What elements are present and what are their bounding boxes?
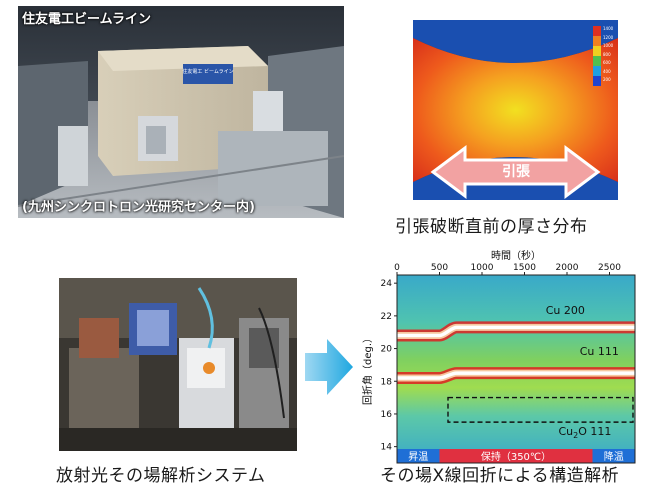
beamline-title: 住友電工ビームライン <box>22 12 151 27</box>
peak-label-cu111: Cu 111 <box>580 345 619 358</box>
legend-tick: 1400 <box>603 26 614 31</box>
peak-line-0 <box>397 325 635 338</box>
phase-bar-2 <box>592 449 635 463</box>
beamline-photo-image: 住友電工 ビームライン <box>18 6 344 218</box>
y-tick-label: 16 <box>381 410 393 420</box>
thickness-legend-ticks: 1400 1200 1000 800 600 400 200 <box>603 25 613 85</box>
chart-frame <box>396 274 636 464</box>
y-tick-label: 20 <box>381 345 393 355</box>
legend-tick: 1000 <box>603 43 614 48</box>
tension-arrow <box>430 145 601 199</box>
x-tick-label: 1500 <box>513 263 536 273</box>
legend-tick: 200 <box>603 77 611 82</box>
peak-line-1 <box>397 371 635 380</box>
diffraction-caption: その場X線回折による構造解析 <box>380 466 620 486</box>
y-axis-title: 回折角（deg.） <box>361 333 374 405</box>
phase-bar-1 <box>439 449 593 463</box>
thickness-map: 1400 1200 1000 800 600 400 200 引張 <box>413 20 618 200</box>
x-tick-label: 1000 <box>471 263 494 273</box>
y-tick-label: 22 <box>381 312 392 322</box>
phase-bar-0 <box>397 449 440 463</box>
phase-label-0: 昇温 <box>408 451 428 463</box>
beamline-photo: 住友電工 ビームライン 住友電工ビームライン (九州シンクロトロン光研究センター… <box>18 6 344 218</box>
x-tick-label: 2500 <box>598 263 621 273</box>
diffraction-chart-svg: 昇温 保持（350℃） 降温 0 500 1000 1500 2000 2500 24 22 20 18… <box>361 249 636 464</box>
legend-tick: 1200 <box>603 34 614 40</box>
x-tick-label: 0 <box>394 263 400 273</box>
y-tick-label: 24 <box>381 279 393 289</box>
right-arrow-icon <box>305 339 353 395</box>
insitu-system-photo <box>59 278 297 451</box>
x-tick-label: 500 <box>431 263 448 273</box>
beamline-location-note: (九州シンクロトロン光研究センター内) <box>22 200 255 215</box>
peak-label-cu200: Cu 200 <box>546 304 585 317</box>
x-axis-title: 時間（秒） <box>491 250 541 262</box>
insitu-system-caption: 放射光その場解析システム <box>56 466 266 486</box>
y-tick-label: 18 <box>381 377 393 387</box>
legend-tick: 800 <box>603 51 611 57</box>
diffraction-chart: 昇温 保持（350℃） 降温 0 500 1000 1500 2000 2500 24 22 20 18… <box>360 249 655 475</box>
phase-label-1: 保持（350℃） <box>481 450 551 463</box>
insitu-system-image <box>59 278 297 451</box>
phase-label-2: 降温 <box>604 450 624 463</box>
legend-tick: 400 <box>603 68 611 74</box>
beamline-sign: 住友電工 ビームライン <box>182 68 233 75</box>
peak-label-cu2o: Cu2O 111 <box>559 425 612 440</box>
legend-tick: 600 <box>603 60 611 65</box>
thickness-caption: 引張破断直前の厚さ分布 <box>395 217 588 237</box>
x-tick-label: 2000 <box>556 263 579 273</box>
y-tick-label: 14 <box>381 443 393 453</box>
tension-label: 引張 <box>502 164 530 180</box>
cu2o-region-box <box>447 396 634 423</box>
